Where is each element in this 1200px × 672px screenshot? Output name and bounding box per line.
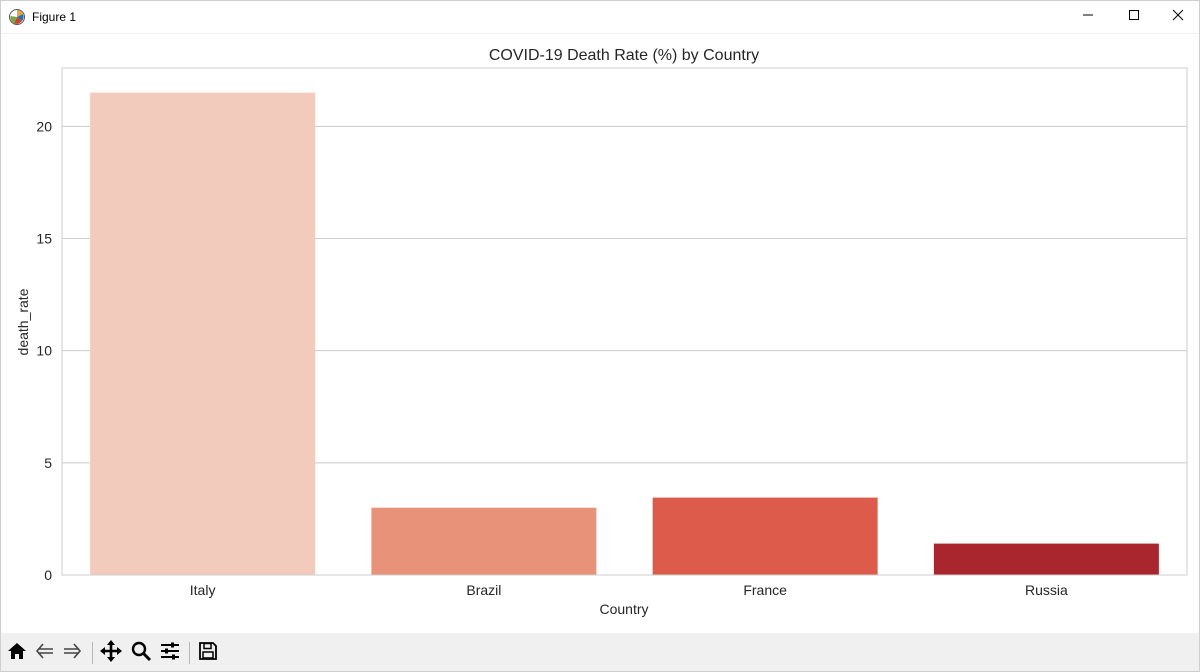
back-arrow-icon xyxy=(34,640,56,667)
bar-france xyxy=(652,497,878,575)
home-button[interactable] xyxy=(4,640,30,666)
save-button[interactable] xyxy=(195,640,221,666)
navigation-toolbar xyxy=(1,633,1199,671)
forward-arrow-icon xyxy=(61,640,83,667)
forward-button[interactable] xyxy=(59,640,85,666)
save-floppy-icon xyxy=(197,640,219,667)
maximize-button[interactable] xyxy=(1111,1,1157,33)
title-bar[interactable]: Figure 1 xyxy=(1,1,1199,34)
bars xyxy=(90,92,1159,575)
x-axis-label: Country xyxy=(599,601,648,617)
bar-chart: COVID-19 Death Rate (%) by Country 0 5 10 1… xyxy=(15,47,1188,617)
minimize-icon xyxy=(1082,8,1094,26)
pan-button[interactable] xyxy=(98,639,124,668)
bar-italy xyxy=(90,92,316,575)
matplotlib-figure-icon xyxy=(8,8,26,26)
toolbar-separator xyxy=(189,642,190,664)
minimize-button[interactable] xyxy=(1065,1,1111,33)
chart-title: COVID-19 Death Rate (%) by Country xyxy=(489,47,759,64)
y-tick-label: 15 xyxy=(36,230,52,246)
y-tick-label: 10 xyxy=(36,343,52,359)
back-button[interactable] xyxy=(32,640,58,666)
y-tick-label: 0 xyxy=(44,567,52,583)
x-axis-ticks: Italy Brazil France Russia xyxy=(190,582,1068,598)
y-tick-label: 20 xyxy=(36,118,52,134)
x-tick-label: Brazil xyxy=(466,582,501,598)
close-button[interactable] xyxy=(1155,1,1200,33)
pan-move-icon xyxy=(99,639,123,668)
x-tick-label: Russia xyxy=(1025,582,1068,598)
maximize-icon xyxy=(1128,8,1140,26)
bar-russia xyxy=(933,543,1159,575)
axes-frame xyxy=(61,67,1188,576)
home-icon xyxy=(6,640,28,667)
x-tick-label: Italy xyxy=(190,582,216,598)
y-axis-ticks: 0 5 10 15 20 xyxy=(36,118,52,583)
close-icon xyxy=(1172,8,1184,26)
y-tick-label: 5 xyxy=(44,455,52,471)
zoom-button[interactable] xyxy=(128,640,154,666)
y-axis-label: death_rate xyxy=(15,288,31,355)
configure-subplots-button[interactable] xyxy=(157,640,183,666)
configure-subplots-icon xyxy=(159,640,181,667)
figure-canvas[interactable]: COVID-19 Death Rate (%) by Country 0 5 10 1… xyxy=(1,34,1199,632)
bar-brazil xyxy=(371,507,597,575)
x-tick-label: France xyxy=(743,582,787,598)
window-title: Figure 1 xyxy=(32,10,77,24)
zoom-magnifier-icon xyxy=(130,640,152,667)
toolbar-separator xyxy=(92,642,93,664)
